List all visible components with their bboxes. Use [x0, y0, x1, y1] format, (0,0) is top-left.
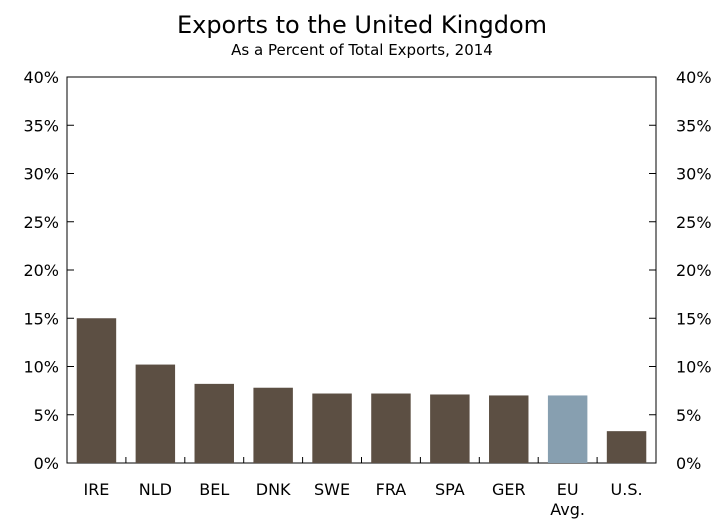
- x-category-label: GER: [492, 480, 526, 499]
- x-category-label: SWE: [314, 480, 350, 499]
- y-tick-label-right: 30%: [676, 165, 712, 184]
- y-tick-label-right: 0%: [676, 454, 701, 473]
- chart-title: Exports to the United Kingdom: [177, 11, 547, 39]
- x-category-label: DNK: [256, 480, 291, 499]
- x-category-label: IRE: [83, 480, 109, 499]
- y-tick-label-right: 25%: [676, 213, 712, 232]
- y-tick-label-right: 10%: [676, 358, 712, 377]
- y-tick-label-left: 0%: [34, 454, 59, 473]
- bar: [489, 395, 529, 463]
- y-tick-label-left: 5%: [34, 406, 59, 425]
- x-category-label: FRA: [376, 480, 407, 499]
- x-category-label: SPA: [435, 480, 465, 499]
- bar: [253, 387, 293, 463]
- x-category-label: EU: [557, 480, 579, 499]
- bar: [371, 393, 411, 463]
- x-category-label: BEL: [199, 480, 229, 499]
- y-tick-label-left: 30%: [23, 165, 59, 184]
- y-tick-label-left: 10%: [23, 358, 59, 377]
- y-tick-label-left: 20%: [23, 261, 59, 280]
- x-category-label: Avg.: [550, 500, 585, 519]
- y-tick-label-right: 20%: [676, 261, 712, 280]
- y-tick-label-right: 5%: [676, 406, 701, 425]
- chart-subtitle: As a Percent of Total Exports, 2014: [231, 41, 493, 59]
- y-tick-label-left: 35%: [23, 116, 59, 135]
- bar: [312, 393, 352, 463]
- bar: [76, 318, 117, 463]
- bar: [547, 395, 588, 463]
- bar: [430, 394, 470, 463]
- bar: [135, 364, 176, 463]
- x-category-label: U.S.: [611, 480, 643, 499]
- x-category-label: NLD: [139, 480, 172, 499]
- y-tick-label-left: 15%: [23, 309, 59, 328]
- y-tick-label-left: 40%: [23, 68, 59, 87]
- y-tick-label-right: 40%: [676, 68, 712, 87]
- y-tick-label-right: 35%: [676, 116, 712, 135]
- bar: [606, 431, 647, 463]
- plot-area: 0% 0% 5% 5% 10% 10% 15% 15% 20% 20% 25% 25% 30% 30% 35…: [23, 68, 711, 519]
- y-tick-label-right: 15%: [676, 309, 712, 328]
- bar: [194, 383, 234, 463]
- y-tick-label-left: 25%: [23, 213, 59, 232]
